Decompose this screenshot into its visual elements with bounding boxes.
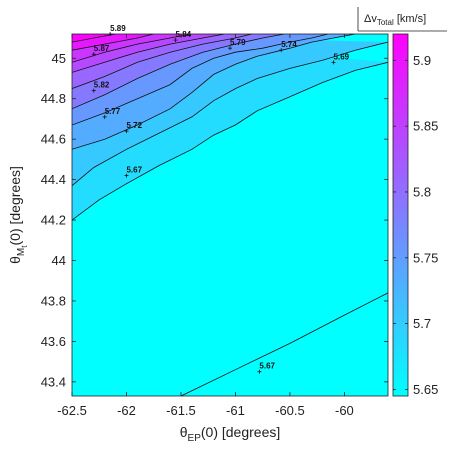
contour-line-5.77	[72, 34, 285, 110]
contour-line-5.74	[72, 34, 329, 126]
colorbar-tick-label: 5.7	[413, 316, 431, 331]
contour-label: 5.84	[176, 30, 192, 39]
contour-line-5.67	[72, 61, 388, 221]
contour-line-5.82	[72, 34, 225, 73]
contour-label: 5.89	[110, 24, 126, 33]
colorbar-tick-label: 5.65	[413, 382, 438, 397]
x-axis-ticks: -62.5 -62 -61.5 -61 -60.5 -60	[57, 34, 354, 418]
colorbar-title: ΔvTotal [km/s]	[364, 13, 426, 27]
contour-label: 5.77	[105, 107, 121, 116]
x-tick-label: -60	[335, 403, 354, 418]
contour-label: 5.69	[334, 52, 350, 61]
y-tick-label: 43.6	[41, 334, 66, 349]
y-tick-label: 45	[52, 51, 66, 66]
contour-line-5.87	[72, 34, 154, 51]
contour-band-5.89	[72, 34, 116, 43]
y-axis-label: θMt(0) [degrees]	[7, 166, 29, 264]
y-tick-label: 43.4	[41, 374, 66, 389]
contour-label: 5.87	[94, 44, 110, 53]
y-tick-label: 44.2	[41, 213, 66, 228]
y-tick-label: 44.4	[41, 172, 66, 187]
contour-line-5.69	[72, 41, 388, 187]
x-axis-label: θEP(0) [degrees]	[180, 424, 281, 444]
colorbar-tick-label: 5.75	[413, 250, 438, 265]
x-tick-label: -60.5	[275, 403, 305, 418]
contour-label: 5.67	[126, 166, 142, 175]
x-tick-label: -61.5	[166, 403, 196, 418]
contour-line-5.67	[180, 292, 388, 396]
contour-label: 5.82	[94, 81, 110, 90]
x-tick-label: -62.5	[57, 403, 87, 418]
y-tick-label: 43.8	[41, 293, 66, 308]
y-tick-label: 44.6	[41, 132, 66, 147]
y-axis-ticks: 43.4 43.6 43.8 44 44.2 44.4 44.6 44.8 45	[41, 51, 388, 389]
contour-line-5.89	[72, 34, 116, 43]
colorbar-gradient	[392, 33, 409, 397]
x-tick-label: -61	[226, 403, 245, 418]
contour-label: 5.74	[281, 40, 297, 49]
colorbar-tick-label: 5.85	[413, 119, 438, 134]
contour-label: 5.79	[230, 38, 246, 47]
plot-frame	[71, 33, 389, 397]
y-tick-label: 44.8	[41, 91, 66, 106]
x-tick-label: -62	[117, 403, 136, 418]
y-tick-label: 44	[52, 253, 66, 268]
contour-label: 5.67	[259, 362, 275, 371]
colorbar-tick-label: 5.8	[413, 184, 431, 199]
colorbar-tick-label: 5.9	[413, 53, 431, 68]
contour-line-5.72	[72, 34, 356, 150]
plot-area: 5.67 5.67 5.69 5.72 5.74 5.77 5.79 5.82 5.84 5.87…	[71, 24, 389, 397]
contour-label: 5.72	[126, 121, 142, 130]
colorbar: 5.65 5.7 5.75 5.8 5.85 5.9 ΔvTotal [km/s]	[357, 7, 447, 397]
